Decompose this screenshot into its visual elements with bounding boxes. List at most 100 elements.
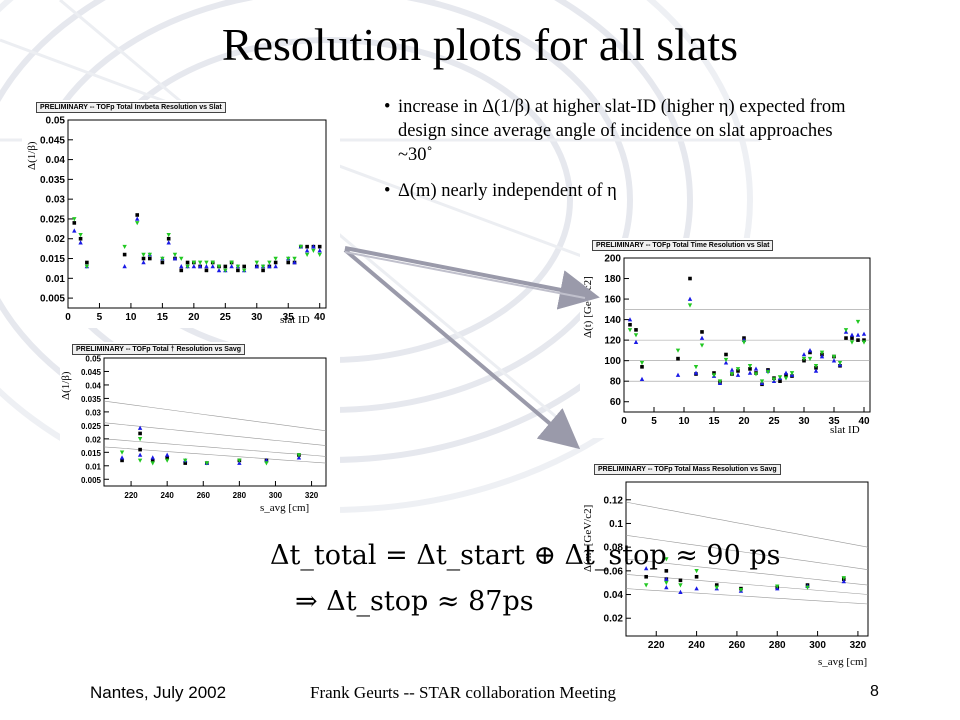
data-point-green (78, 232, 83, 238)
data-point-blue (72, 228, 77, 233)
data-point-green (771, 377, 777, 382)
y-tick-label: 0.025 (40, 214, 65, 225)
data-point-blue (694, 586, 699, 591)
data-point-green (664, 557, 669, 562)
equation-total-resolution: Δt_total = Δt_start ⊕ Δt_stop ≈ 90 ps (270, 540, 781, 571)
data-point-blue (747, 370, 753, 375)
data-point-blue (783, 370, 789, 375)
data-point-green (147, 252, 153, 257)
data-point-green (693, 365, 699, 370)
data-point-blue (664, 576, 669, 581)
data-point-black (78, 236, 83, 241)
y-tick-label: 60 (610, 397, 622, 408)
data-point-black (305, 244, 309, 249)
data-point-blue (801, 352, 807, 357)
data-point-green (765, 370, 771, 375)
data-point-black (644, 574, 648, 579)
data-point-green (264, 461, 269, 466)
data-point-green (805, 585, 810, 590)
data-point-blue (119, 455, 125, 460)
data-point-blue (273, 264, 278, 269)
data-point-green (735, 367, 741, 372)
data-point-blue (137, 452, 143, 457)
data-point-green (738, 588, 744, 593)
data-point-green (837, 360, 843, 366)
y-tick-label: 0.05 (46, 116, 66, 127)
data-point-green (254, 260, 259, 265)
x-tick-label: 260 (197, 491, 211, 500)
data-point-blue (723, 360, 729, 365)
data-point-black (242, 264, 246, 269)
data-point-blue (254, 264, 259, 269)
slide-title: Resolution plots for all slats (221, 19, 739, 70)
data-point-blue (693, 370, 699, 375)
model-curve (625, 535, 869, 570)
y-tick-label: 160 (604, 295, 621, 306)
data-point-green (292, 256, 297, 261)
data-point-green (843, 328, 849, 333)
chart-invbeta-vs-slat: 0.005 0.01 0.015 0.02 0.025 0.03 0.035 0.04 0.04… (22, 100, 340, 328)
y-tick-label: 0.045 (81, 368, 102, 377)
data-point-black (165, 455, 169, 460)
data-point-black (784, 373, 788, 377)
data-point-black (141, 256, 146, 261)
data-point-black (664, 569, 669, 573)
data-point-green (166, 232, 171, 238)
x-tick-label: 10 (125, 312, 137, 323)
y-tick-label: 120 (604, 336, 621, 347)
data-point-green (241, 268, 247, 273)
data-point-blue (687, 296, 693, 301)
y-tick-label: 200 (604, 254, 621, 265)
x-tick-label: 20 (738, 416, 750, 427)
x-tick-label: 30 (798, 416, 810, 427)
data-point-green (172, 252, 178, 257)
chart-time-vs-slat: 60 80 100 120 140 160 180 200 0 5 10 15 20 25 30 35 40 PR… (580, 238, 880, 438)
data-point-blue (166, 240, 171, 245)
data-point-green (711, 373, 717, 378)
data-point-green (229, 260, 234, 265)
x-tick-label: 240 (688, 640, 705, 651)
data-point-green (717, 379, 723, 384)
data-point-blue (292, 260, 297, 265)
chart-banner: PRELIMINARY -- TOFp Total Time Resolutio… (592, 240, 774, 251)
data-point-blue (855, 332, 861, 337)
data-point-black (778, 379, 782, 383)
data-point-blue (197, 264, 203, 269)
data-point-green (260, 264, 266, 269)
x-tick-label: 25 (220, 312, 232, 323)
data-point-green (819, 350, 825, 355)
data-point-blue (633, 339, 639, 344)
data-point-green (237, 458, 242, 463)
data-point-green (759, 379, 765, 384)
bullet-1: increase in Δ(1/β) at higher slat-ID (hi… (384, 95, 854, 167)
arrow-to-mass-plot (343, 248, 581, 450)
footer-author-meeting: Frank Geurts -- STAR collaboration Meeti… (310, 683, 616, 702)
data-point-green (197, 260, 203, 265)
data-point-blue (678, 589, 683, 594)
arrow-to-time-plot (344, 246, 600, 310)
data-point-green (204, 461, 210, 466)
data-point-black (179, 268, 184, 273)
data-point-green (296, 453, 302, 458)
x-tick-label: 0 (621, 416, 627, 427)
y-tick-label: 0.05 (85, 355, 101, 364)
x-axis-label: s_avg [cm] (818, 656, 868, 668)
data-point-blue (122, 264, 127, 269)
data-point-blue (831, 358, 837, 363)
x-tick-label: 220 (124, 491, 138, 500)
data-point-green (286, 256, 291, 261)
data-point-green (141, 252, 146, 257)
data-point-green (160, 256, 165, 261)
x-tick-label: 0 (65, 312, 71, 323)
data-point-black (122, 252, 127, 257)
x-tick-label: 300 (269, 491, 283, 500)
data-point-blue (639, 376, 645, 381)
plot-frame (103, 357, 327, 487)
data-point-blue (311, 244, 316, 249)
y-tick-label: 180 (604, 274, 621, 285)
x-tick-label: 15 (157, 312, 169, 323)
data-point-blue (179, 264, 184, 269)
data-point-black (640, 365, 644, 369)
data-point-black (748, 367, 752, 371)
y-tick-label: 80 (610, 377, 622, 388)
